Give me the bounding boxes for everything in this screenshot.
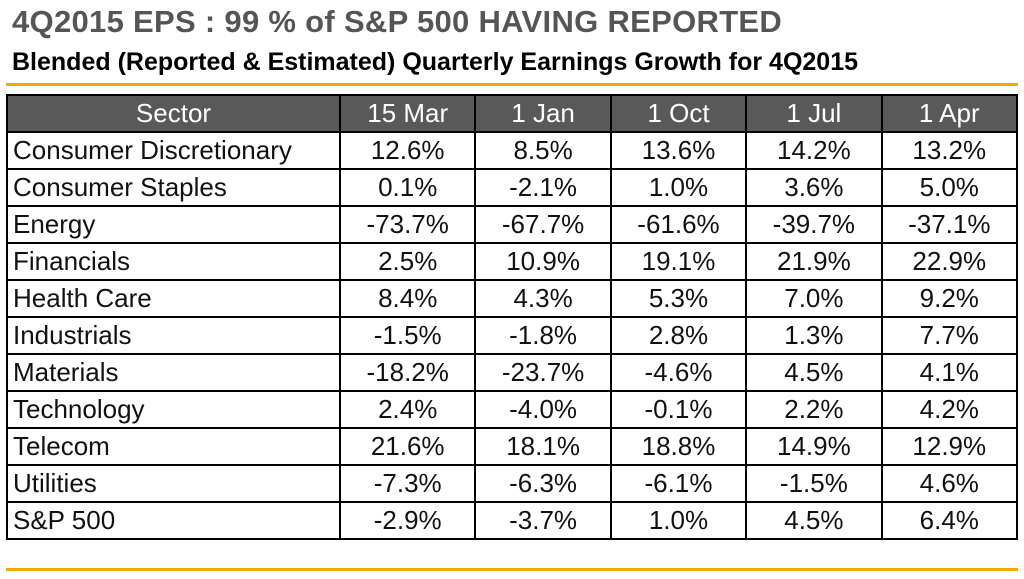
growth-value-cell: 19.1%	[609, 242, 748, 281]
growth-value-cell: -61.6%	[609, 205, 748, 244]
growth-value-cell: 14.9%	[745, 427, 883, 466]
growth-value-cell: 4.3%	[474, 279, 612, 318]
growth-value-cell: 22.9%	[880, 242, 1019, 281]
sector-name-cell: Consumer Discretionary	[6, 131, 341, 170]
sector-name-cell: Technology	[6, 390, 341, 429]
growth-value-cell: -1.8%	[474, 316, 612, 355]
table-row: Consumer Staples 0.1% -2.1% 1.0% 3.6% 5.0%	[6, 168, 1019, 207]
growth-value-cell: 3.6%	[745, 168, 883, 207]
header-1-apr: 1 Apr	[880, 94, 1019, 133]
table-row: Health Care 8.4% 4.3% 5.3% 7.0% 9.2%	[6, 279, 1019, 318]
growth-value-cell: 21.6%	[338, 427, 477, 466]
growth-value-cell: -23.7%	[474, 353, 612, 392]
growth-value-cell: 2.4%	[338, 390, 477, 429]
growth-value-cell: -37.1%	[880, 205, 1019, 244]
sector-name-cell: S&P 500	[6, 501, 341, 540]
growth-value-cell: -67.7%	[474, 205, 612, 244]
growth-value-cell: -6.3%	[474, 464, 612, 503]
growth-value-cell: 18.1%	[474, 427, 612, 466]
growth-value-cell: 4.5%	[745, 501, 883, 540]
growth-value-cell: -7.3%	[338, 464, 477, 503]
sector-name-cell: Health Care	[6, 279, 341, 318]
growth-value-cell: 18.8%	[609, 427, 748, 466]
growth-value-cell: 0.1%	[338, 168, 477, 207]
table-row: S&P 500 -2.9% -3.7% 1.0% 4.5% 6.4%	[6, 501, 1019, 540]
sector-name-cell: Financials	[6, 242, 341, 281]
growth-value-cell: 2.8%	[609, 316, 748, 355]
table-row: Utilities -7.3% -6.3% -6.1% -1.5% 4.6%	[6, 464, 1019, 503]
sector-name-cell: Materials	[6, 353, 341, 392]
growth-value-cell: 4.1%	[880, 353, 1019, 392]
growth-value-cell: 8.4%	[338, 279, 477, 318]
growth-value-cell: 5.3%	[609, 279, 748, 318]
growth-value-cell: -0.1%	[609, 390, 748, 429]
header-15-mar: 15 Mar	[338, 94, 477, 133]
growth-value-cell: 4.2%	[880, 390, 1019, 429]
growth-value-cell: -1.5%	[745, 464, 883, 503]
growth-value-cell: 2.5%	[338, 242, 477, 281]
header-1-jan: 1 Jan	[474, 94, 612, 133]
growth-value-cell: 8.5%	[474, 131, 612, 170]
growth-value-cell: 7.0%	[745, 279, 883, 318]
growth-value-cell: 21.9%	[745, 242, 883, 281]
growth-value-cell: -73.7%	[338, 205, 477, 244]
growth-value-cell: -6.1%	[609, 464, 748, 503]
table-row: Technology 2.4% -4.0% -0.1% 2.2% 4.2%	[6, 390, 1019, 429]
growth-value-cell: 1.0%	[609, 501, 748, 540]
growth-value-cell: 12.6%	[338, 131, 477, 170]
sector-name-cell: Industrials	[6, 316, 341, 355]
table-row: Materials -18.2% -23.7% -4.6% 4.5% 4.1%	[6, 353, 1019, 392]
page-subtitle: Blended (Reported & Estimated) Quarterly…	[12, 48, 859, 76]
growth-value-cell: -39.7%	[745, 205, 883, 244]
growth-value-cell: 10.9%	[474, 242, 612, 281]
header-1-oct: 1 Oct	[609, 94, 748, 133]
growth-value-cell: -4.0%	[474, 390, 612, 429]
sector-name-cell: Energy	[6, 205, 341, 244]
growth-value-cell: 13.6%	[609, 131, 748, 170]
growth-value-cell: 4.6%	[880, 464, 1019, 503]
growth-value-cell: 7.7%	[880, 316, 1019, 355]
earnings-growth-table: Sector 15 Mar 1 Jan 1 Oct 1 Jul 1 Apr Co…	[6, 94, 1019, 540]
sector-name-cell: Telecom	[6, 427, 341, 466]
growth-value-cell: 1.0%	[609, 168, 748, 207]
table-row: Industrials -1.5% -1.8% 2.8% 1.3% 7.7%	[6, 316, 1019, 355]
growth-value-cell: -2.9%	[338, 501, 477, 540]
sector-name-cell: Consumer Staples	[6, 168, 341, 207]
table-row: Financials 2.5% 10.9% 19.1% 21.9% 22.9%	[6, 242, 1019, 281]
growth-value-cell: 1.3%	[745, 316, 883, 355]
growth-value-cell: -2.1%	[474, 168, 612, 207]
growth-value-cell: 2.2%	[745, 390, 883, 429]
growth-value-cell: 6.4%	[880, 501, 1019, 540]
bottom-accent-rule	[6, 568, 1018, 571]
page-title: 4Q2015 EPS : 99 % of S&P 500 HAVING REPO…	[12, 4, 783, 39]
growth-value-cell: -4.6%	[609, 353, 748, 392]
table-row: Consumer Discretionary 12.6% 8.5% 13.6% 14.2…	[6, 131, 1019, 170]
growth-value-cell: -3.7%	[474, 501, 612, 540]
growth-value-cell: 5.0%	[880, 168, 1019, 207]
sector-name-cell: Utilities	[6, 464, 341, 503]
growth-value-cell: 4.5%	[745, 353, 883, 392]
table-header-row: Sector 15 Mar 1 Jan 1 Oct 1 Jul 1 Apr	[6, 94, 1019, 133]
table-row: Telecom 21.6% 18.1% 18.8% 14.9% 12.9%	[6, 427, 1019, 466]
growth-value-cell: 13.2%	[880, 131, 1019, 170]
growth-value-cell: -18.2%	[338, 353, 477, 392]
table-row: Energy -73.7% -67.7% -61.6% -39.7% -37.1%	[6, 205, 1019, 244]
growth-value-cell: 14.2%	[745, 131, 883, 170]
growth-value-cell: 12.9%	[880, 427, 1019, 466]
header-sector: Sector	[6, 94, 341, 133]
top-accent-rule	[6, 83, 1018, 86]
growth-value-cell: 9.2%	[880, 279, 1019, 318]
header-1-jul: 1 Jul	[745, 94, 883, 133]
growth-value-cell: -1.5%	[338, 316, 477, 355]
